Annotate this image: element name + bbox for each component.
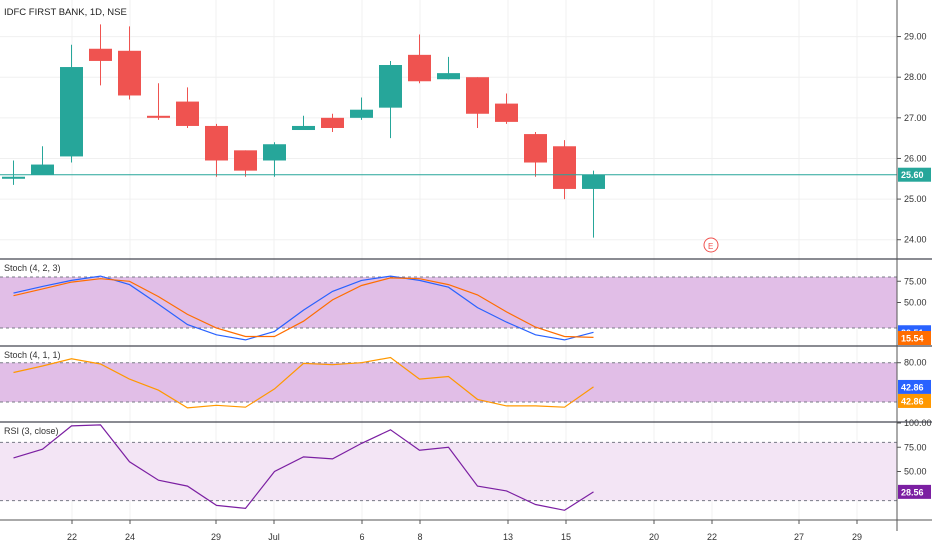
candle-down [234,150,257,177]
time-axis-tick-label: Jul [268,532,280,542]
time-axis-tick-label: 27 [794,532,804,542]
price-axis-tick-label: 26.00 [904,153,927,163]
candle-body [2,176,25,179]
indicator-title: RSI (3, close) [4,426,59,436]
candle-up [379,60,402,139]
indicator-band [0,362,897,403]
candle-body [31,164,54,175]
series-line-stoch [13,356,594,409]
candle-body [350,109,373,118]
time-axis-tick-label: 6 [359,532,364,542]
indicator-value-tag [898,484,931,499]
candle-down [147,83,170,120]
last-price-tag-label: 25.60 [901,170,924,180]
indicator-axis-tick-label: 50.00 [904,298,927,308]
series-line-k [13,275,594,341]
time-axis-tick-label: 8 [417,532,422,542]
indicator-band [0,442,897,501]
candle-body [582,174,605,189]
candle-up [263,142,286,177]
time-axis-tick-label: 20 [649,532,659,542]
candle-body [495,103,518,122]
price-axis-tick-label: 27.00 [904,113,927,123]
last-price-tag [898,167,931,182]
price-axis-tick-label: 28.00 [904,72,927,82]
candle-body [408,54,431,82]
indicator-value-tag-label: 28.56 [901,487,924,497]
candle-up [292,115,315,131]
series-line-rsi [13,424,594,511]
time-axis-tick-label: 22 [707,532,717,542]
indicator-band [0,277,897,328]
candle-up [2,160,25,185]
candle-body [553,146,576,189]
indicator-value-tag-label: 42.86 [901,382,924,392]
candle-body [379,65,402,108]
candle-down [466,77,489,128]
candle-up [582,170,605,238]
series-line-d [13,277,594,338]
indicator-value-tag [898,393,931,408]
candle-body [524,134,547,163]
candle-body [437,73,460,80]
indicator-value-tag-label: 15.54 [901,334,924,344]
candle-down [408,34,431,84]
indicator-value-tag-label: 42.86 [901,396,924,406]
candle-up [437,56,460,80]
candle-down [321,113,344,133]
price-axis-tick-label: 24.00 [904,235,927,245]
time-axis-tick-label: 24 [125,532,135,542]
candle-body [89,48,112,61]
candle-down [495,93,518,124]
candle-body [118,50,141,96]
candle-body [292,125,315,131]
indicator-axis-tick-label: 50.00 [904,467,927,477]
chart-title: IDFC FIRST BANK, 1D, NSE [4,7,127,18]
earnings-marker-label: E [708,242,713,251]
indicator-axis-tick-label: 75.00 [904,442,927,452]
candle-down [205,123,228,177]
candle-body [263,144,286,161]
candle-down [89,24,112,86]
candle-down [118,26,141,100]
indicator-value-tag [898,379,931,394]
time-axis-tick-label: 29 [211,532,221,542]
candle-body [60,67,83,157]
candle-down [524,132,547,177]
candle-down [553,140,576,200]
indicator-axis-tick-label: 75.00 [904,276,927,286]
candle-body [205,125,228,161]
indicator-title: Stoch (4, 2, 3) [4,263,61,273]
indicator-value-tag [898,331,931,345]
price-axis-tick-label: 25.00 [904,194,927,204]
indicator-axis-tick-label: 100.00 [904,418,932,428]
candle-body [176,101,199,126]
candle-body [321,117,344,128]
time-axis-tick-label: 22 [67,532,77,542]
earnings-marker-icon [703,237,719,253]
indicator-axis-tick-label: 80.00 [904,358,927,368]
time-axis-tick-label: 29 [852,532,862,542]
time-axis-tick-label: 15 [561,532,571,542]
candle-body [147,115,170,118]
price-axis-tick-label: 29.00 [904,32,927,42]
candle-up [31,146,54,175]
candle-up [60,44,83,163]
candle-body [466,77,489,114]
candle-up [350,97,373,120]
candle-down [176,87,199,128]
candle-body [234,150,257,171]
time-axis-tick-label: 13 [503,532,513,542]
indicator-title: Stoch (4, 1, 1) [4,350,61,360]
